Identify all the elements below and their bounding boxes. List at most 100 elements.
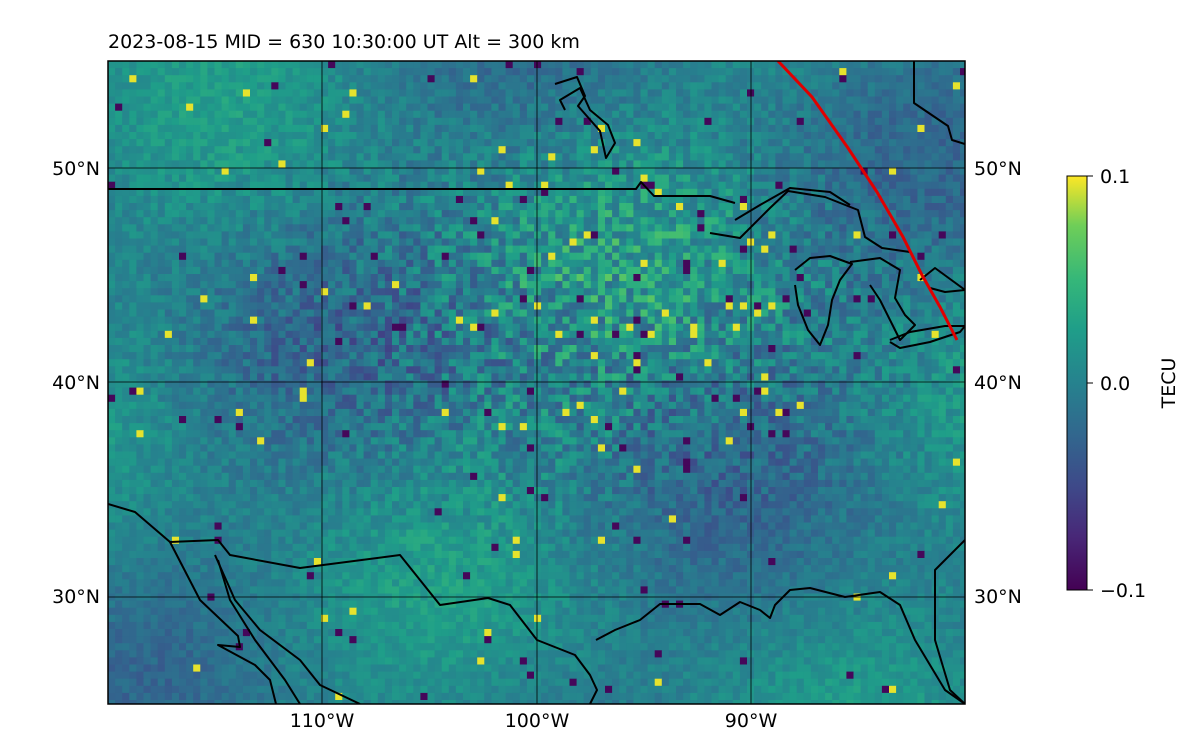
tec-cell xyxy=(718,224,727,232)
tec-cell xyxy=(399,210,407,218)
tec-cell xyxy=(896,167,904,175)
tec-cell xyxy=(796,274,805,282)
tec-cell xyxy=(860,110,869,119)
tec-cell xyxy=(846,238,854,246)
tec-cell xyxy=(548,103,556,112)
tec-cell xyxy=(363,68,372,76)
tec-cell xyxy=(115,188,123,197)
tec-cell xyxy=(583,302,592,310)
tec-cell xyxy=(164,75,173,83)
tec-cell xyxy=(179,210,187,218)
tec-cell xyxy=(470,281,478,289)
tec-cell xyxy=(207,238,215,246)
tec-cell xyxy=(363,245,372,254)
tec-cell xyxy=(541,124,549,133)
tec-cell xyxy=(512,188,521,197)
tec-cell xyxy=(534,61,542,69)
tec-cell xyxy=(839,217,847,225)
tec-cell xyxy=(960,167,965,175)
tec-cell xyxy=(789,103,798,112)
tec-cell xyxy=(427,139,435,147)
tec-cell xyxy=(179,323,187,332)
tec-cell xyxy=(647,231,656,239)
tec-cell xyxy=(278,259,286,268)
tec-cell xyxy=(257,160,265,168)
tec-cell xyxy=(647,124,656,133)
tec-cell xyxy=(881,210,890,218)
tec-cell xyxy=(441,188,450,197)
tec-cell xyxy=(463,309,471,317)
tec-cell xyxy=(789,61,798,69)
tec-cell xyxy=(498,231,506,239)
tec-cell xyxy=(434,252,443,261)
tec-cell xyxy=(406,89,414,97)
tec-cell xyxy=(590,167,599,175)
tec-cell xyxy=(434,153,443,161)
tec-cell xyxy=(789,288,798,296)
tec-cell xyxy=(335,139,343,147)
tec-cell xyxy=(186,302,194,310)
tec-cell xyxy=(491,146,499,154)
tec-cell xyxy=(498,316,506,325)
tec-cell xyxy=(221,352,230,360)
tec-cell xyxy=(299,330,308,339)
tec-cell xyxy=(164,337,173,346)
tec-cell xyxy=(441,61,450,69)
tec-cell xyxy=(668,167,677,175)
tec-cell xyxy=(526,146,535,154)
tec-cell xyxy=(306,352,315,360)
tec-cell xyxy=(285,124,293,133)
tec-cell xyxy=(597,110,606,119)
tec-cell xyxy=(917,345,925,353)
tec-cell xyxy=(605,288,613,296)
tec-cell xyxy=(122,195,130,204)
tec-cell xyxy=(392,330,400,339)
tec-cell xyxy=(441,231,450,239)
tec-cell xyxy=(242,117,251,126)
tec-cell xyxy=(292,316,301,325)
tec-cell xyxy=(427,89,435,97)
tec-cell xyxy=(477,345,485,353)
tec-cell xyxy=(200,252,208,261)
tec-cell xyxy=(455,210,464,218)
tec-cell xyxy=(555,302,563,310)
tec-cell xyxy=(157,132,166,140)
tec-cell xyxy=(377,82,386,90)
tec-cell xyxy=(960,61,965,69)
tec-cell xyxy=(725,337,734,346)
tec-cell xyxy=(505,231,514,239)
tec-cell xyxy=(555,337,563,346)
tec-cell xyxy=(874,160,883,168)
tec-cell xyxy=(881,217,890,225)
tec-cell xyxy=(349,345,357,353)
tec-cell xyxy=(200,295,208,303)
tec-cell xyxy=(484,188,492,197)
tec-cell xyxy=(633,68,641,76)
tec-cell xyxy=(626,274,634,282)
tec-cell xyxy=(384,203,393,211)
tec-cell xyxy=(697,153,705,161)
tec-cell xyxy=(179,224,187,232)
tec-cell xyxy=(157,245,166,254)
tec-cell xyxy=(250,302,258,310)
tec-cell xyxy=(832,153,840,161)
tec-cell xyxy=(413,195,421,204)
tec-cell xyxy=(818,167,826,175)
tec-cell xyxy=(179,238,187,246)
tec-cell xyxy=(647,82,656,90)
tec-cell xyxy=(889,153,897,161)
tec-cell xyxy=(704,217,712,225)
tec-cell xyxy=(903,110,911,119)
tec-cell xyxy=(917,224,925,232)
tec-cell xyxy=(590,103,599,112)
tec-cell xyxy=(491,238,499,246)
tec-cell xyxy=(661,188,670,197)
tec-cell xyxy=(136,295,144,303)
tec-cell xyxy=(122,139,130,147)
tec-cell xyxy=(498,295,506,303)
tec-cell xyxy=(463,75,471,83)
tec-cell xyxy=(782,195,790,204)
tec-cell xyxy=(406,330,414,339)
tec-cell xyxy=(541,132,549,140)
